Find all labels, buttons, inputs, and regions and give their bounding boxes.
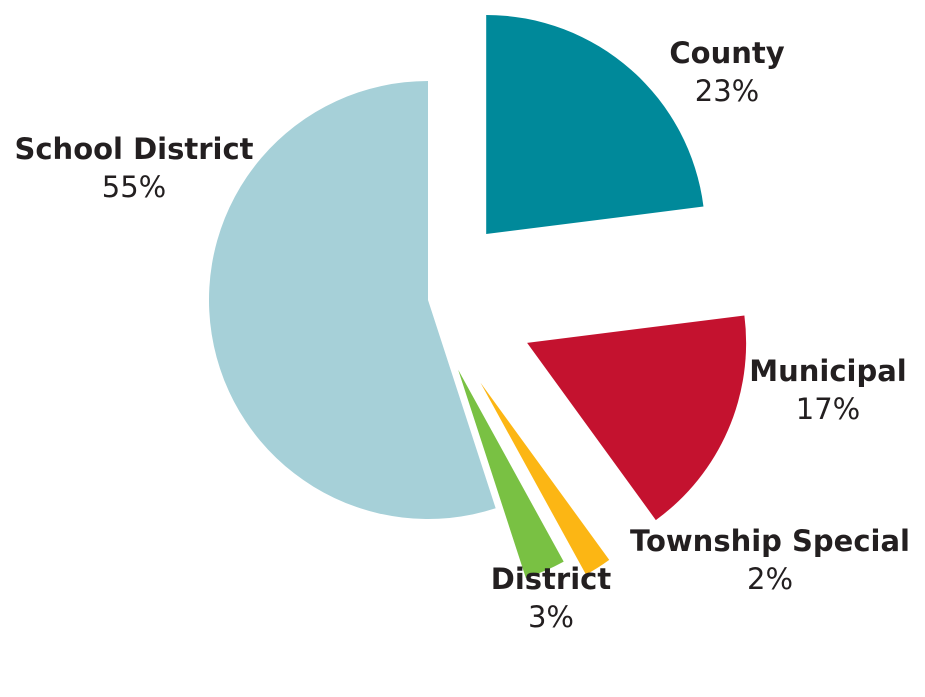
slice-percent: 23% (694, 74, 760, 108)
slice-percent: 3% (527, 600, 574, 634)
slice-name: County (669, 36, 785, 70)
slice-name: Municipal (749, 354, 907, 388)
slice-district (458, 369, 564, 579)
slice-school-district (208, 80, 496, 520)
slice-label-municipal: Municipal 17% (749, 352, 907, 428)
slice-label-township-special: Township Special 2% (630, 522, 910, 598)
slice-name: District (490, 562, 612, 596)
slice-name: School District (14, 132, 254, 166)
slice-percent: 17% (795, 392, 861, 426)
slice-municipal (527, 315, 747, 521)
slice-label-county: County 23% (669, 34, 784, 110)
slice-name: Township Special (630, 524, 910, 558)
slice-county (486, 14, 704, 234)
slice-label-school-district: School District 55% (14, 130, 253, 206)
slice-percent: 2% (746, 562, 794, 596)
slice-label-district: District 3% (491, 560, 611, 636)
slice-percent: 55% (101, 170, 167, 204)
slice-township-special (480, 382, 610, 575)
